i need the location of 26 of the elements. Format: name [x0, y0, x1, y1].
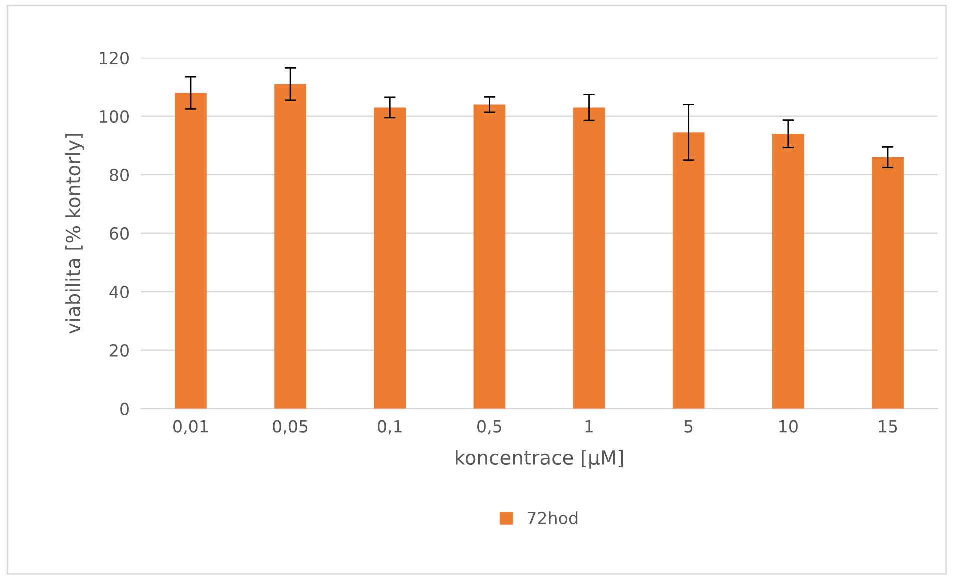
bar: [175, 93, 207, 409]
bar: [872, 157, 904, 409]
x-tick-label: 10: [780, 420, 798, 433]
y-axis-title: viabilita [% kontorly]: [66, 134, 84, 334]
y-tick-label: 80: [110, 168, 129, 182]
x-axis-title: koncentrace [µM]: [456, 450, 624, 469]
legend-label: 72hod: [528, 512, 578, 525]
bar: [474, 104, 506, 409]
bar: [573, 108, 606, 409]
y-tick-label: 100: [100, 110, 129, 124]
bar: [672, 132, 705, 409]
x-tick-label: 5: [684, 420, 693, 433]
x-tick-label: 0,01: [174, 420, 208, 435]
y-tick-label: 120: [100, 52, 129, 65]
x-tick-label: 0,05: [273, 420, 308, 435]
bar: [274, 84, 306, 409]
bar: [374, 108, 406, 409]
y-tick-label: 0: [120, 402, 129, 416]
bar: [772, 134, 804, 409]
x-tick-label: 1: [586, 420, 594, 433]
y-tick-label: 20: [110, 344, 129, 357]
y-tick-label: 40: [110, 286, 129, 298]
x-tick-label: 0,1: [378, 420, 402, 435]
x-tick-label: 15: [879, 420, 898, 433]
x-tick-label: 0,5: [478, 420, 502, 435]
y-tick-label: 60: [110, 227, 129, 240]
